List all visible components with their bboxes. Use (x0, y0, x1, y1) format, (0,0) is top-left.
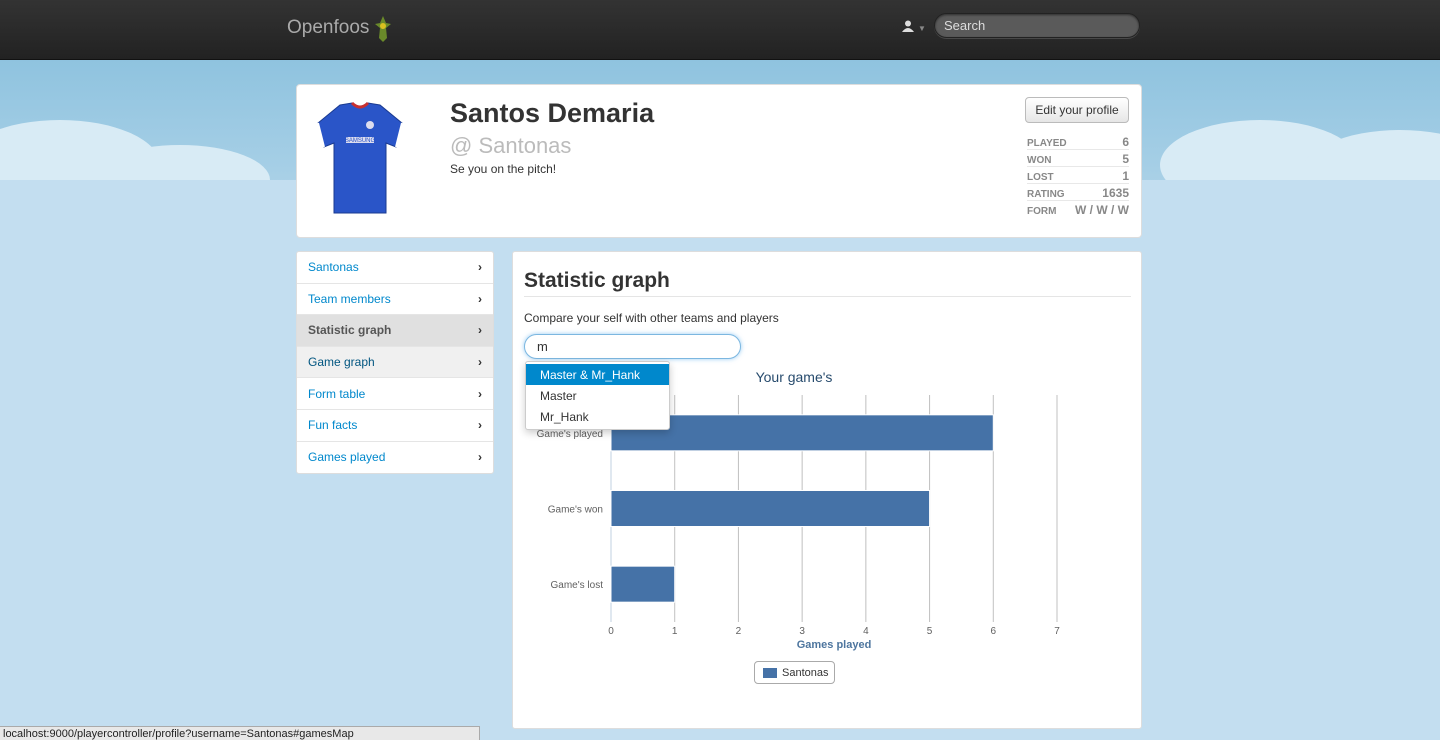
x-tick-label: 0 (608, 626, 614, 637)
sidebar-item-label: Game graph (308, 355, 375, 369)
profile-bio: Se you on the pitch! (450, 162, 556, 176)
chevron-right-icon: › (478, 355, 482, 369)
chart-x-ticks: 0 1 2 3 4 5 6 7 (608, 626, 1060, 637)
chevron-down-icon[interactable]: ▼ (918, 24, 926, 33)
panel-description: Compare your self with other teams and p… (524, 311, 779, 325)
typeahead-item[interactable]: Master & Mr_Hank (526, 364, 669, 385)
sidebar-item-team-members[interactable]: Team members › (297, 284, 493, 316)
x-tick-label: 2 (736, 626, 742, 637)
sidebar-item-statistic-graph[interactable]: Statistic graph › (297, 315, 493, 347)
stat-label: RATING (1027, 189, 1065, 200)
stat-value: 1635 (1102, 186, 1129, 200)
stat-value: 5 (1122, 152, 1129, 166)
sidebar-item-fun-facts[interactable]: Fun facts › (297, 410, 493, 442)
sidebar-item-form-table[interactable]: Form table › (297, 378, 493, 410)
stat-row: FORM W / W / W (1027, 201, 1129, 218)
sidebar-item-label: Fun facts (308, 418, 357, 432)
legend-label: Santonas (782, 667, 828, 679)
chart-x-axis-label: Games played (797, 639, 872, 651)
chevron-right-icon: › (478, 292, 482, 306)
x-tick-label: 1 (672, 626, 678, 637)
edit-profile-button[interactable]: Edit your profile (1025, 97, 1129, 123)
stats-table: PLAYED 6 WON 5 LOST 1 RATING 1635 FORM W… (1027, 133, 1129, 218)
side-nav: Santonas › Team members › Statistic grap… (296, 251, 494, 474)
typeahead-item[interactable]: Master (526, 385, 669, 406)
typeahead-dropdown: Master & Mr_Hank Master Mr_Hank (525, 361, 670, 430)
top-navbar: Openfoos ▼ (0, 0, 1440, 60)
sidebar-item-label: Games played (308, 450, 385, 464)
profile-handle: @ Santonas (450, 133, 571, 159)
stat-row: PLAYED 6 (1027, 133, 1129, 150)
user-icon[interactable] (902, 19, 914, 35)
typeahead-item[interactable]: Mr_Hank (526, 406, 669, 427)
category-label: Game's played (537, 429, 603, 440)
profile-card: SAMSUNG Santos Demaria @ Santonas Se you… (296, 84, 1142, 238)
category-label: Game's won (548, 505, 603, 516)
x-tick-label: 5 (927, 626, 933, 637)
profile-name: Santos Demaria (450, 98, 654, 129)
chevron-right-icon: › (478, 387, 482, 401)
stat-value: 6 (1122, 135, 1129, 149)
jersey-sponsor-text: SAMSUNG (345, 138, 376, 144)
chevron-right-icon: › (478, 260, 482, 274)
chart-legend[interactable]: Santonas (754, 661, 835, 684)
stat-label: LOST (1027, 172, 1054, 183)
sidebar-item-game-graph[interactable]: Game graph › (297, 347, 493, 379)
divider (524, 296, 1131, 297)
chart-bar[interactable] (611, 566, 675, 602)
chart-bar[interactable] (611, 491, 930, 527)
chevron-right-icon: › (478, 450, 482, 464)
x-tick-label: 4 (863, 626, 869, 637)
brand-name[interactable]: Openfoos (287, 17, 369, 39)
chart-category-labels: Game's played Game's won Game's lost (537, 429, 604, 591)
page-title: Statistic graph (524, 269, 670, 293)
x-tick-label: 6 (991, 626, 997, 637)
search-input[interactable] (934, 13, 1140, 38)
sidebar-item-games-played[interactable]: Games played › (297, 442, 493, 474)
stat-label: FORM (1027, 206, 1056, 217)
stat-row: RATING 1635 (1027, 184, 1129, 201)
foosball-logo-icon (374, 14, 392, 49)
statistic-graph-panel: Statistic graph Compare your self with o… (512, 251, 1142, 729)
x-tick-label: 7 (1054, 626, 1060, 637)
sidebar-item-label: Statistic graph (308, 323, 391, 337)
stat-value: W / W / W (1075, 203, 1129, 217)
sidebar-item-label: Team members (308, 292, 391, 306)
chevron-right-icon: › (478, 323, 482, 337)
browser-status-bar: localhost:9000/playercontroller/profile?… (0, 726, 480, 740)
compare-search-input[interactable] (524, 334, 741, 359)
sidebar-item-label: Santonas (308, 260, 359, 274)
jersey-image: SAMSUNG (316, 101, 404, 222)
chevron-right-icon: › (478, 418, 482, 432)
stat-label: PLAYED (1027, 138, 1067, 149)
stat-row: WON 5 (1027, 150, 1129, 167)
stat-label: WON (1027, 155, 1051, 166)
sidebar-item-santonas[interactable]: Santonas › (297, 252, 493, 284)
sidebar-item-label: Form table (308, 387, 365, 401)
x-tick-label: 3 (799, 626, 805, 637)
stat-row: LOST 1 (1027, 167, 1129, 184)
category-label: Game's lost (551, 580, 604, 591)
chart-title: Your game's (756, 369, 833, 385)
stat-value: 1 (1122, 169, 1129, 183)
legend-swatch (763, 668, 777, 678)
